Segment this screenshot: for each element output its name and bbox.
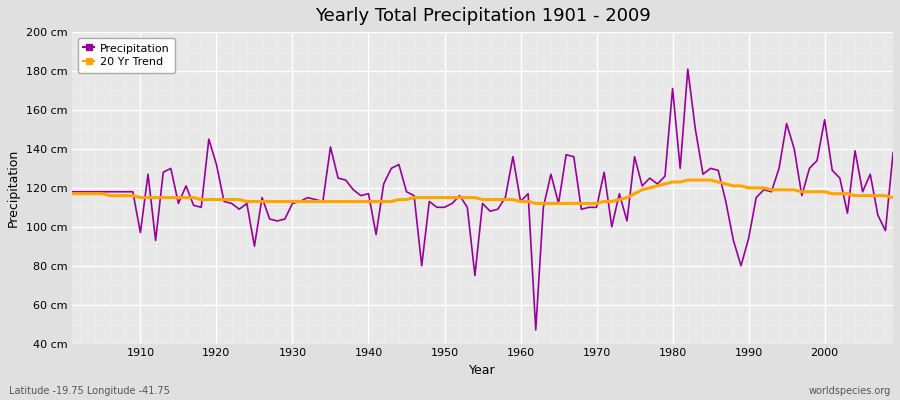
Text: worldspecies.org: worldspecies.org	[809, 386, 891, 396]
Legend: Precipitation, 20 Yr Trend: Precipitation, 20 Yr Trend	[77, 38, 176, 73]
Title: Yearly Total Precipitation 1901 - 2009: Yearly Total Precipitation 1901 - 2009	[315, 7, 651, 25]
Text: Latitude -19.75 Longitude -41.75: Latitude -19.75 Longitude -41.75	[9, 386, 170, 396]
X-axis label: Year: Year	[469, 364, 496, 377]
Y-axis label: Precipitation: Precipitation	[7, 149, 20, 227]
